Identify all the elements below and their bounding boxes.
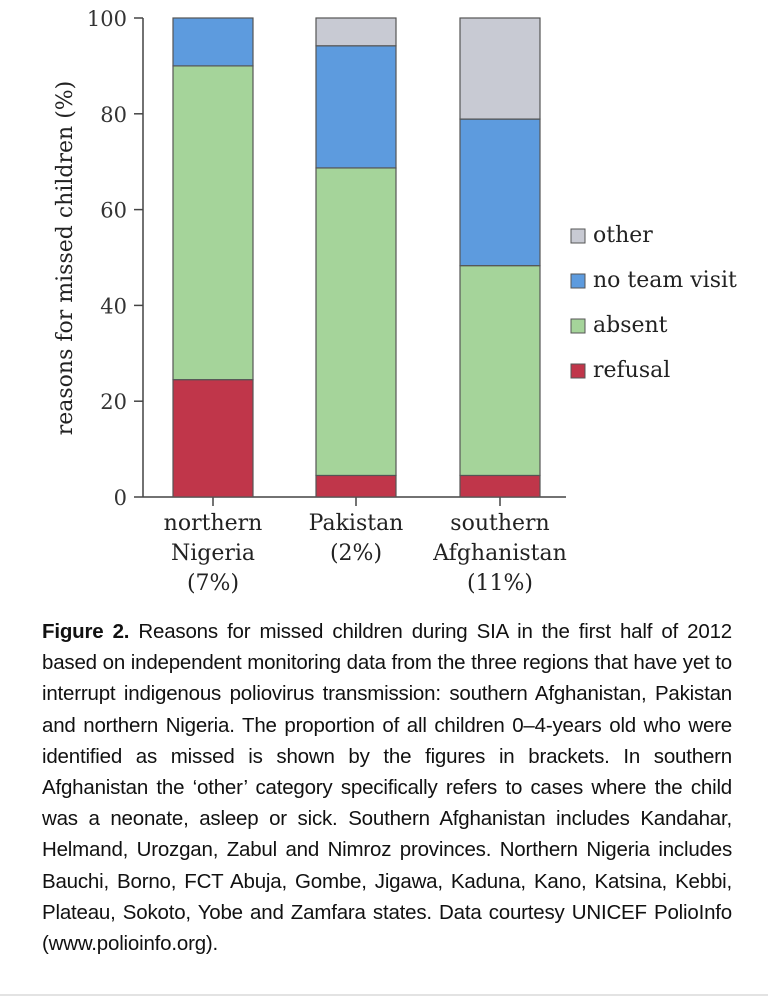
legend-swatch — [570, 273, 586, 289]
legend: other no team visit absent refusal — [570, 223, 737, 383]
legend-label: other — [593, 223, 653, 248]
axes: 0 20 40 60 80 100 northern Nigeria (7%) Pakistan (… — [87, 7, 567, 596]
y-tick-label: 80 — [100, 103, 127, 127]
x-category-label: southern — [450, 511, 549, 536]
bar-segment-absent — [459, 265, 541, 477]
y-tick-label: 60 — [100, 199, 127, 223]
y-tick-label: 0 — [114, 486, 127, 510]
stacked-bar-chart: 0 20 40 60 80 100 northern Nigeria (7%) Pakistan (… — [53, 7, 737, 596]
bar-segment-no-team-visit — [315, 45, 397, 169]
bar-segment-no-team-visit — [172, 17, 254, 67]
y-axis-label: reasons for missed children (%) — [53, 81, 78, 436]
x-category-label: Afghanistan — [432, 541, 567, 566]
bar-segment-refusal — [172, 379, 254, 498]
x-category-label: (11%) — [467, 571, 533, 596]
legend-swatch — [570, 228, 586, 244]
bar-segment-other — [459, 17, 541, 120]
x-category-label: northern — [164, 511, 263, 536]
legend-swatch — [570, 363, 586, 379]
caption-text: Reasons for missed children during SIA i… — [42, 620, 732, 956]
legend-label: refusal — [593, 358, 670, 383]
bar-segment-no-team-visit — [459, 118, 541, 267]
x-category-label: (7%) — [187, 571, 239, 596]
x-category-label: Nigeria — [171, 541, 255, 566]
y-tick-label: 40 — [100, 294, 127, 318]
bars — [172, 17, 541, 498]
figure-caption: Figure 2. Reasons for missed children du… — [42, 616, 732, 959]
caption-label: Figure 2. — [42, 620, 130, 643]
x-category-label: Pakistan — [309, 511, 404, 536]
bar-segment-absent — [315, 167, 397, 477]
bar-segment-refusal — [315, 474, 397, 498]
page-divider — [0, 994, 768, 996]
bar-segment-absent — [172, 65, 254, 381]
y-tick-label: 20 — [100, 390, 127, 414]
x-category-label: (2%) — [330, 541, 382, 566]
legend-label: no team visit — [593, 268, 737, 293]
y-tick-label: 100 — [87, 7, 127, 31]
bar-segment-refusal — [459, 474, 541, 498]
legend-swatch — [570, 318, 586, 334]
legend-label: absent — [593, 313, 668, 338]
bar-segment-other — [315, 17, 397, 47]
